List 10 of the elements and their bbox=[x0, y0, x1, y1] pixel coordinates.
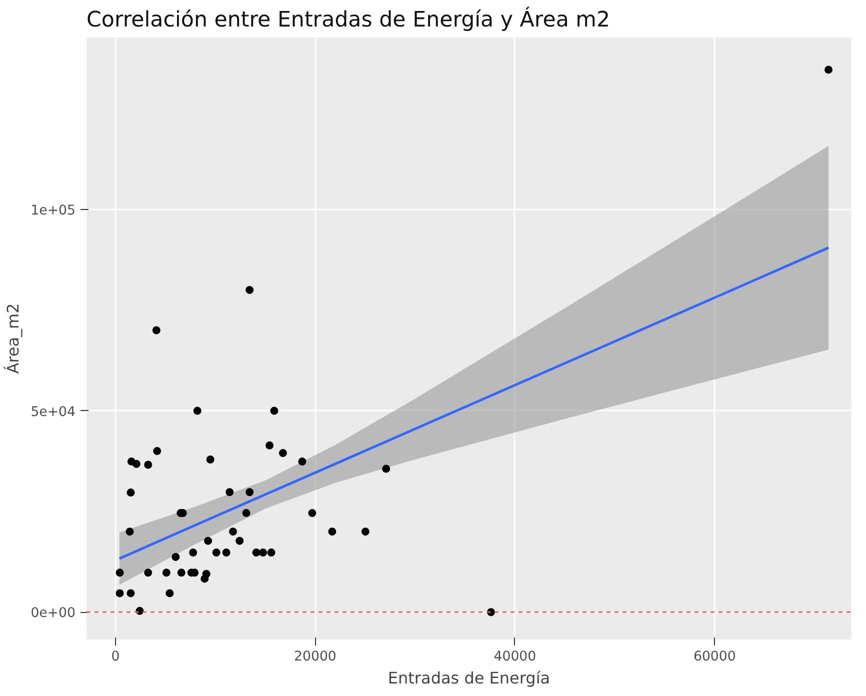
x-tick-label: 40000 bbox=[494, 650, 536, 664]
x-tick-label: 0 bbox=[111, 650, 120, 664]
x-tick-label: 20000 bbox=[294, 650, 336, 664]
y-tick-label: 0e+00 bbox=[30, 606, 76, 622]
y-axis-title: Área_m2 bbox=[4, 303, 23, 374]
y-tick-label: 1e+05 bbox=[30, 203, 76, 218]
x-axis-title: Entradas de Energía bbox=[388, 668, 550, 688]
x-tick-label: 60000 bbox=[693, 650, 736, 664]
y-tick-label: 5e+04 bbox=[30, 404, 76, 420]
chart-title: Correlación entre Entradas de Energía y Área m2 bbox=[86, 6, 610, 32]
